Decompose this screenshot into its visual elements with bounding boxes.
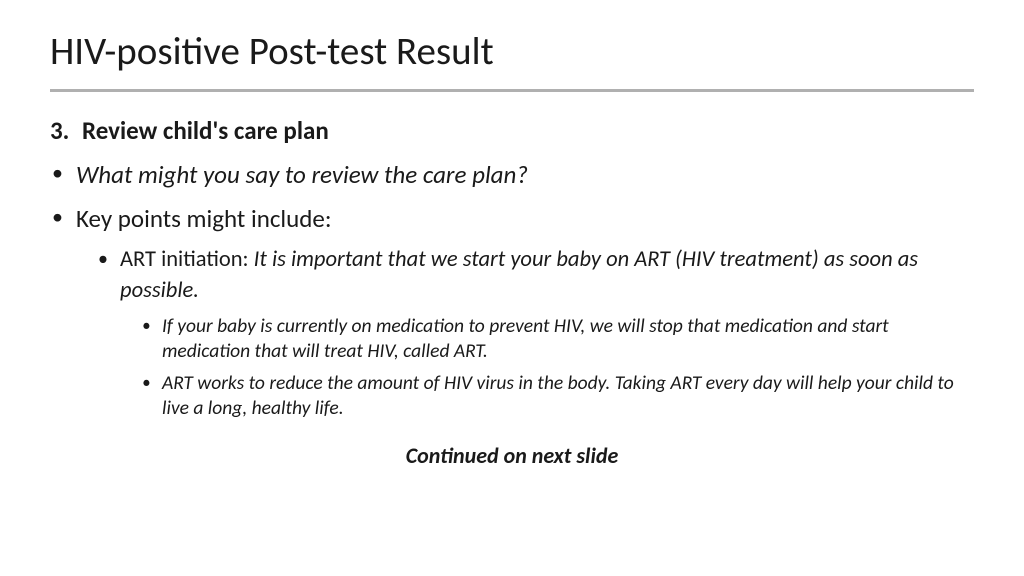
slide-title: HIV-positive Post-test Result	[50, 28, 974, 75]
sub-bullet-text: ART initiation: It is important that we …	[120, 245, 974, 306]
bullet-item: • Key points might include:	[50, 202, 974, 236]
subsub-bullet-text: ART works to reduce the amount of HIV vi…	[162, 371, 974, 422]
sub-bullet-lead: ART initiation:	[120, 246, 254, 273]
bullet-item: • What might you say to review the care …	[50, 158, 974, 192]
subsub-bullet-item: • If your baby is currently on medicatio…	[50, 314, 974, 365]
bullet-dot: •	[52, 202, 76, 236]
subsub-bullet-item: • ART works to reduce the amount of HIV …	[50, 371, 974, 422]
bullet-text: What might you say to review the care pl…	[76, 158, 528, 192]
sub-bullet-item: • ART initiation: It is important that w…	[50, 245, 974, 306]
title-underline	[50, 89, 974, 92]
bullet-text: Key points might include:	[76, 202, 332, 236]
numbered-heading: 3. Review child's care plan	[50, 114, 974, 148]
slide-content: 3. Review child's care plan • What might…	[50, 114, 974, 471]
bullet-dot: •	[142, 371, 162, 422]
bullet-dot: •	[52, 158, 76, 192]
continued-note: Continued on next slide	[50, 441, 974, 471]
heading-number: 3.	[50, 114, 82, 148]
heading-text: Review child's care plan	[82, 114, 329, 148]
bullet-dot: •	[98, 245, 120, 306]
subsub-bullet-text: If your baby is currently on medication …	[162, 314, 974, 365]
bullet-dot: •	[142, 314, 162, 365]
